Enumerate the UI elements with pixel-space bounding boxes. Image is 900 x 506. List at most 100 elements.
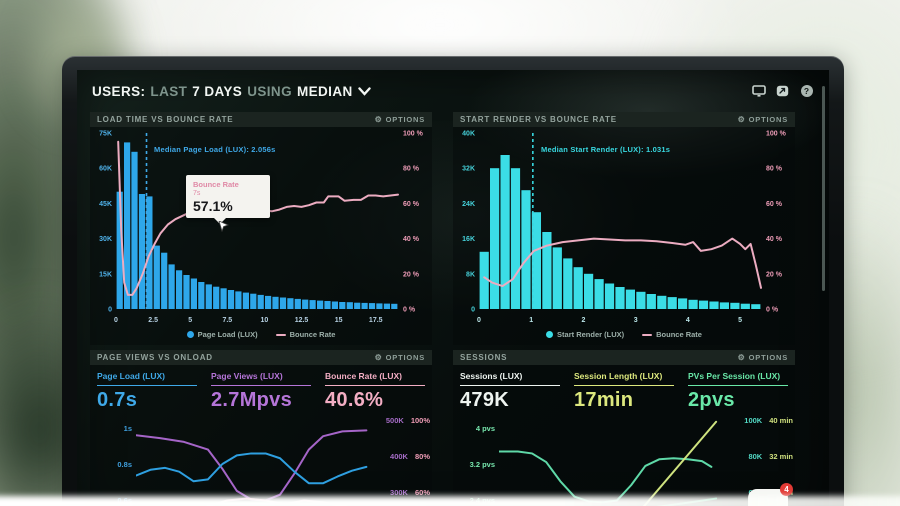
median-annotation: Median Page Load (LUX): 2.056s (154, 145, 276, 154)
y-tick: 100% (410, 416, 430, 425)
time-range-selector[interactable]: USERS: LAST 7 DAYS USING MEDIAN (92, 84, 371, 99)
gear-icon: ⚙ (374, 114, 383, 124)
scrollbar[interactable] (822, 86, 825, 291)
gear-icon: ⚙ (737, 352, 746, 362)
metric-pvs-per-session[interactable]: PVs Per Session (LUX) 2pvs (688, 371, 788, 412)
y-tick: 32 min (769, 452, 793, 461)
options-label: OPTIONS (385, 353, 425, 362)
share-icon[interactable] (775, 85, 790, 98)
options-button[interactable]: ⚙ OPTIONS (738, 353, 788, 362)
gear-icon: ⚙ (737, 114, 746, 124)
panel-header: SESSIONS ⚙ OPTIONS (453, 350, 795, 365)
page-views-mini-chart[interactable] (136, 416, 376, 506)
tooltip-x-label: 7s (193, 190, 201, 197)
svg-text:0 %: 0 % (403, 307, 416, 314)
svg-text:15K: 15K (99, 271, 112, 278)
svg-text:8K: 8K (466, 271, 475, 278)
chevron-down-icon (357, 86, 371, 96)
metric-value: 2pvs (688, 389, 735, 411)
legend-dash-icon (275, 333, 286, 336)
present-monitor-icon[interactable] (751, 85, 766, 98)
metric-label: Bounce Rate (LUX) (325, 371, 425, 386)
notification-badge: 4 (780, 483, 793, 496)
svg-text:0: 0 (477, 317, 481, 324)
metric-value: 0.7s (97, 389, 138, 411)
svg-text:16K: 16K (462, 236, 475, 243)
load-time-chart-area: 75K 60K 45K 30K 15K 0 100 % 80 % 60 % 40 % 20 % 0 %… (90, 127, 432, 330)
y-tick: 60% (414, 488, 430, 497)
metric-label: Sessions (LUX) (460, 371, 560, 386)
svg-text:0: 0 (108, 307, 112, 314)
dashboard-header: USERS: LAST 7 DAYS USING MEDIAN (92, 79, 814, 103)
svg-text:4: 4 (686, 317, 690, 324)
y-tick: 4 pvs (475, 424, 495, 433)
metric-value: 40.6% (325, 389, 384, 411)
metric-bounce-rate[interactable]: Bounce Rate (LUX) 40.6% (325, 371, 425, 412)
svg-text:80 %: 80 % (403, 166, 420, 173)
start-render-chart[interactable]: 40K 32K 24K 16K 8K 0 100 % 80 % 60 % 40 % 20 % 0 % 0… (453, 127, 795, 325)
panel-title: PAGE VIEWS VS ONLOAD (97, 353, 213, 362)
metric-sessions[interactable]: Sessions (LUX) 479K (460, 371, 560, 412)
metric-page-load[interactable]: Page Load (LUX) 0.7s (97, 371, 197, 412)
options-label: OPTIONS (385, 115, 425, 124)
laptop-bezel: USERS: LAST 7 DAYS USING MEDIAN (62, 56, 844, 506)
y-tick: 3.2 pvs (469, 460, 495, 469)
y-tick: 100K (744, 416, 763, 425)
legend-label: Bounce Rate (656, 330, 702, 339)
y-tick: 80K (748, 452, 763, 461)
panel-sessions: SESSIONS ⚙ OPTIONS Sessions (LUX) 479K S… (453, 350, 795, 506)
svg-text:0 %: 0 % (766, 307, 779, 314)
load-time-chart[interactable]: 75K 60K 45K 30K 15K 0 100 % 80 % 60 % 40 % 20 % 0 %… (90, 127, 432, 325)
dashboard-screen: USERS: LAST 7 DAYS USING MEDIAN (77, 70, 829, 506)
chart-legend: Page Load (LUX) Bounce Rate (90, 330, 432, 339)
svg-text:17.5: 17.5 (369, 317, 383, 324)
chart-legend: Start Render (LUX) Bounce Rate (453, 330, 795, 339)
options-button[interactable]: ⚙ OPTIONS (375, 115, 425, 124)
panel-page-views: PAGE VIEWS VS ONLOAD ⚙ OPTIONS Page Load… (90, 350, 432, 506)
metric-session-length[interactable]: Session Length (LUX) 17min (574, 371, 674, 412)
options-label: OPTIONS (748, 115, 788, 124)
svg-text:40 %: 40 % (766, 236, 783, 243)
title-users: USERS: (92, 83, 146, 99)
svg-text:45K: 45K (99, 201, 112, 208)
svg-text:0: 0 (114, 317, 118, 324)
svg-text:80 %: 80 % (766, 166, 783, 173)
legend-dot-icon (546, 331, 554, 338)
y-tick: 500K (385, 416, 404, 425)
svg-text:30K: 30K (99, 236, 112, 243)
svg-text:20 %: 20 % (766, 271, 783, 278)
metric-label: Session Length (LUX) (574, 371, 674, 386)
tooltip-value: 57.1% (193, 198, 233, 214)
panel-header: PAGE VIEWS VS ONLOAD ⚙ OPTIONS (90, 350, 432, 365)
options-button[interactable]: ⚙ OPTIONS (375, 353, 425, 362)
metric-row: Sessions (LUX) 479K Session Length (LUX)… (453, 365, 795, 412)
help-icon[interactable]: ? (799, 85, 814, 98)
panel-load-time: LOAD TIME VS BOUNCE RATE ⚙ OPTIONS 75K 60… (90, 112, 432, 345)
title-last: LAST (150, 83, 188, 99)
title-median: MEDIAN (296, 83, 353, 99)
panel-header: LOAD TIME VS BOUNCE RATE ⚙ OPTIONS (90, 112, 432, 127)
y-tick: 80% (414, 452, 430, 461)
svg-text:3: 3 (634, 317, 638, 324)
options-label: OPTIONS (748, 353, 788, 362)
metric-value: 479K (460, 389, 510, 411)
legend-label: Start Render (LUX) (557, 330, 625, 339)
metric-value: 17min (574, 389, 634, 411)
metric-label: Page Load (LUX) (97, 371, 197, 386)
tooltip: Bounce Rate 7s 57.1% (186, 175, 270, 224)
svg-text:15: 15 (335, 317, 343, 324)
metric-page-views[interactable]: Page Views (LUX) 2.7Mpvs (211, 371, 311, 412)
svg-text:20 %: 20 % (403, 271, 420, 278)
options-button[interactable]: ⚙ OPTIONS (738, 115, 788, 124)
svg-text:10: 10 (261, 317, 269, 324)
sessions-mini-chart[interactable] (499, 416, 735, 506)
svg-text:5: 5 (188, 317, 192, 324)
svg-text:100 %: 100 % (403, 131, 424, 138)
metric-label: PVs Per Session (LUX) (688, 371, 788, 386)
panel-start-render: START RENDER VS BOUNCE RATE ⚙ OPTIONS 40… (453, 112, 795, 345)
svg-text:2.5: 2.5 (148, 317, 158, 324)
svg-text:60 %: 60 % (403, 201, 420, 208)
y-tick: 400K (390, 452, 408, 461)
